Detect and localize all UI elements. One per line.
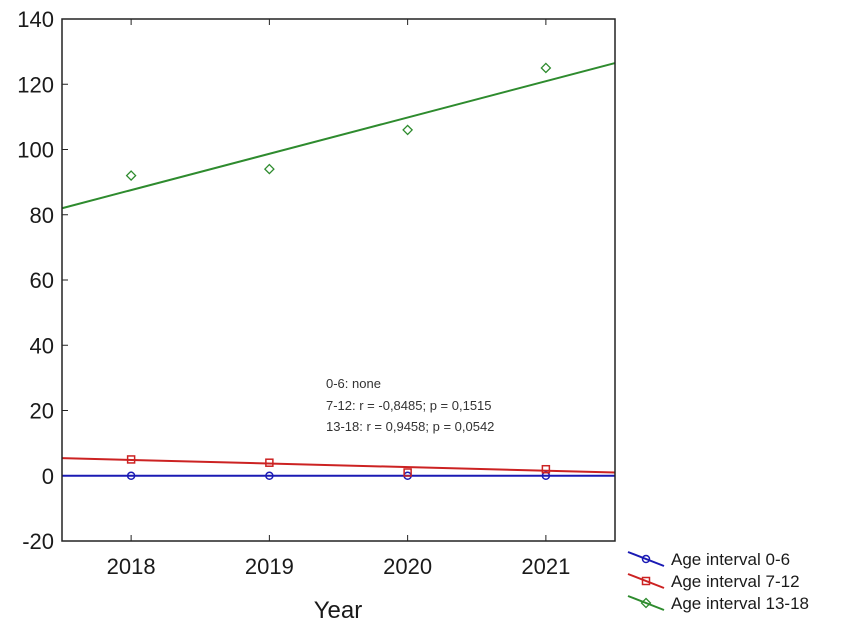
x-tick-label: 2018 (107, 554, 156, 579)
fit-line (61, 62, 616, 210)
plot-frame (61, 18, 616, 542)
annotation-block: 0-6: none 7-12: r = -0,8485; p = 0,1515 … (326, 376, 494, 434)
x-tick-label: 2021 (521, 554, 570, 579)
y-tick-label: 0 (42, 464, 54, 489)
data-points (125, 62, 552, 480)
fit-line (61, 457, 616, 474)
data-point (403, 468, 412, 477)
data-point (541, 464, 551, 474)
y-axis-ticks (62, 18, 68, 542)
data-point (265, 458, 274, 467)
legend-label: Age interval 7-12 (671, 572, 800, 591)
y-tick-label: -20 (22, 529, 54, 554)
annotation-line: 7-12: r = -0,8485; p = 0,1515 (326, 398, 492, 413)
y-tick-label: 80 (30, 203, 54, 228)
y-tick-label: 140 (17, 7, 54, 32)
data-point (125, 170, 137, 182)
legend-swatch-line (627, 551, 665, 567)
data-point (126, 455, 136, 464)
annotation-line: 13-18: r = 0,9458; p = 0,0542 (326, 419, 494, 434)
data-point (540, 62, 552, 74)
y-tick-label: 60 (30, 268, 54, 293)
y-tick-label: 120 (17, 72, 54, 97)
annotation-line: 0-6: none (326, 376, 381, 391)
legend-label: Age interval 13-18 (671, 594, 809, 613)
legend-swatch-line (627, 595, 665, 611)
data-point (402, 124, 414, 136)
y-tick-label: 20 (30, 399, 54, 424)
data-point (265, 471, 274, 480)
y-axis-labels: -20 0 20 40 60 80 100 120 140 (17, 7, 54, 554)
legend-label: Age interval 0-6 (671, 550, 790, 569)
data-point (126, 471, 136, 480)
fit-lines (61, 62, 616, 477)
data-point (263, 163, 275, 175)
x-axis-title: Year (314, 597, 363, 624)
y-tick-label: 100 (17, 138, 54, 163)
x-axis-labels: 2018 2019 2020 2021 (107, 554, 571, 579)
y-tick-label: 40 (30, 333, 54, 358)
x-tick-label: 2020 (383, 554, 432, 579)
legend-swatch-line (627, 573, 665, 589)
legend: Age interval 0-6 Age interval 7-12 Age int… (627, 550, 809, 613)
x-tick-label: 2019 (245, 554, 294, 579)
legend-marker (641, 576, 651, 586)
x-axis-ticks (130, 19, 547, 541)
legend-marker (641, 554, 651, 564)
legend-marker (640, 597, 652, 609)
